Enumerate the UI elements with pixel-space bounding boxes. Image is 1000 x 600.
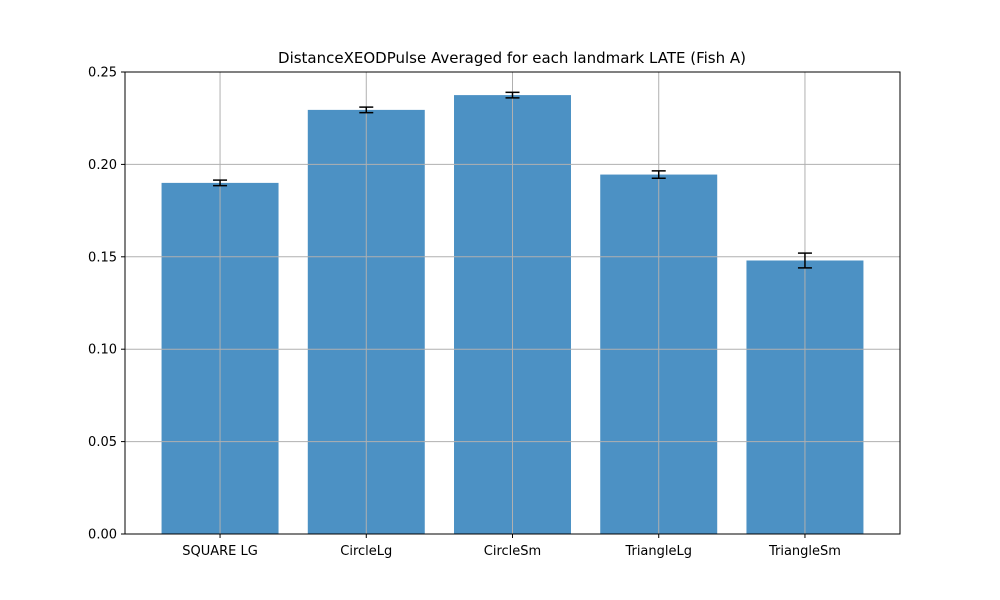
x-tick-label-4: TriangleSm (768, 544, 841, 559)
y-axis: 0.00 0.05 0.10 0.15 0.20 0.25 (88, 66, 125, 543)
y-tick-label-3: 0.15 (88, 250, 117, 265)
y-tick-label-2: 0.10 (88, 343, 117, 358)
x-tick-label-3: TriangleLg (624, 544, 692, 559)
grid-lines (125, 72, 900, 534)
y-tick-label-4: 0.20 (88, 158, 117, 173)
chart-title: DistanceXEODPulse Averaged for each land… (278, 49, 746, 67)
y-tick-label-1: 0.05 (88, 435, 117, 450)
y-tick-label-0: 0.00 (88, 528, 117, 543)
error-bars-group (213, 91, 812, 269)
x-tick-label-2: CircleSm (484, 544, 541, 559)
x-tick-label-1: CircleLg (340, 544, 392, 559)
x-tick-label-0: SQUARE LG (182, 544, 258, 559)
y-tick-label-5: 0.25 (88, 66, 117, 81)
x-axis: SQUARE LG CircleLg CircleSm TriangleLg Trian… (182, 534, 841, 559)
